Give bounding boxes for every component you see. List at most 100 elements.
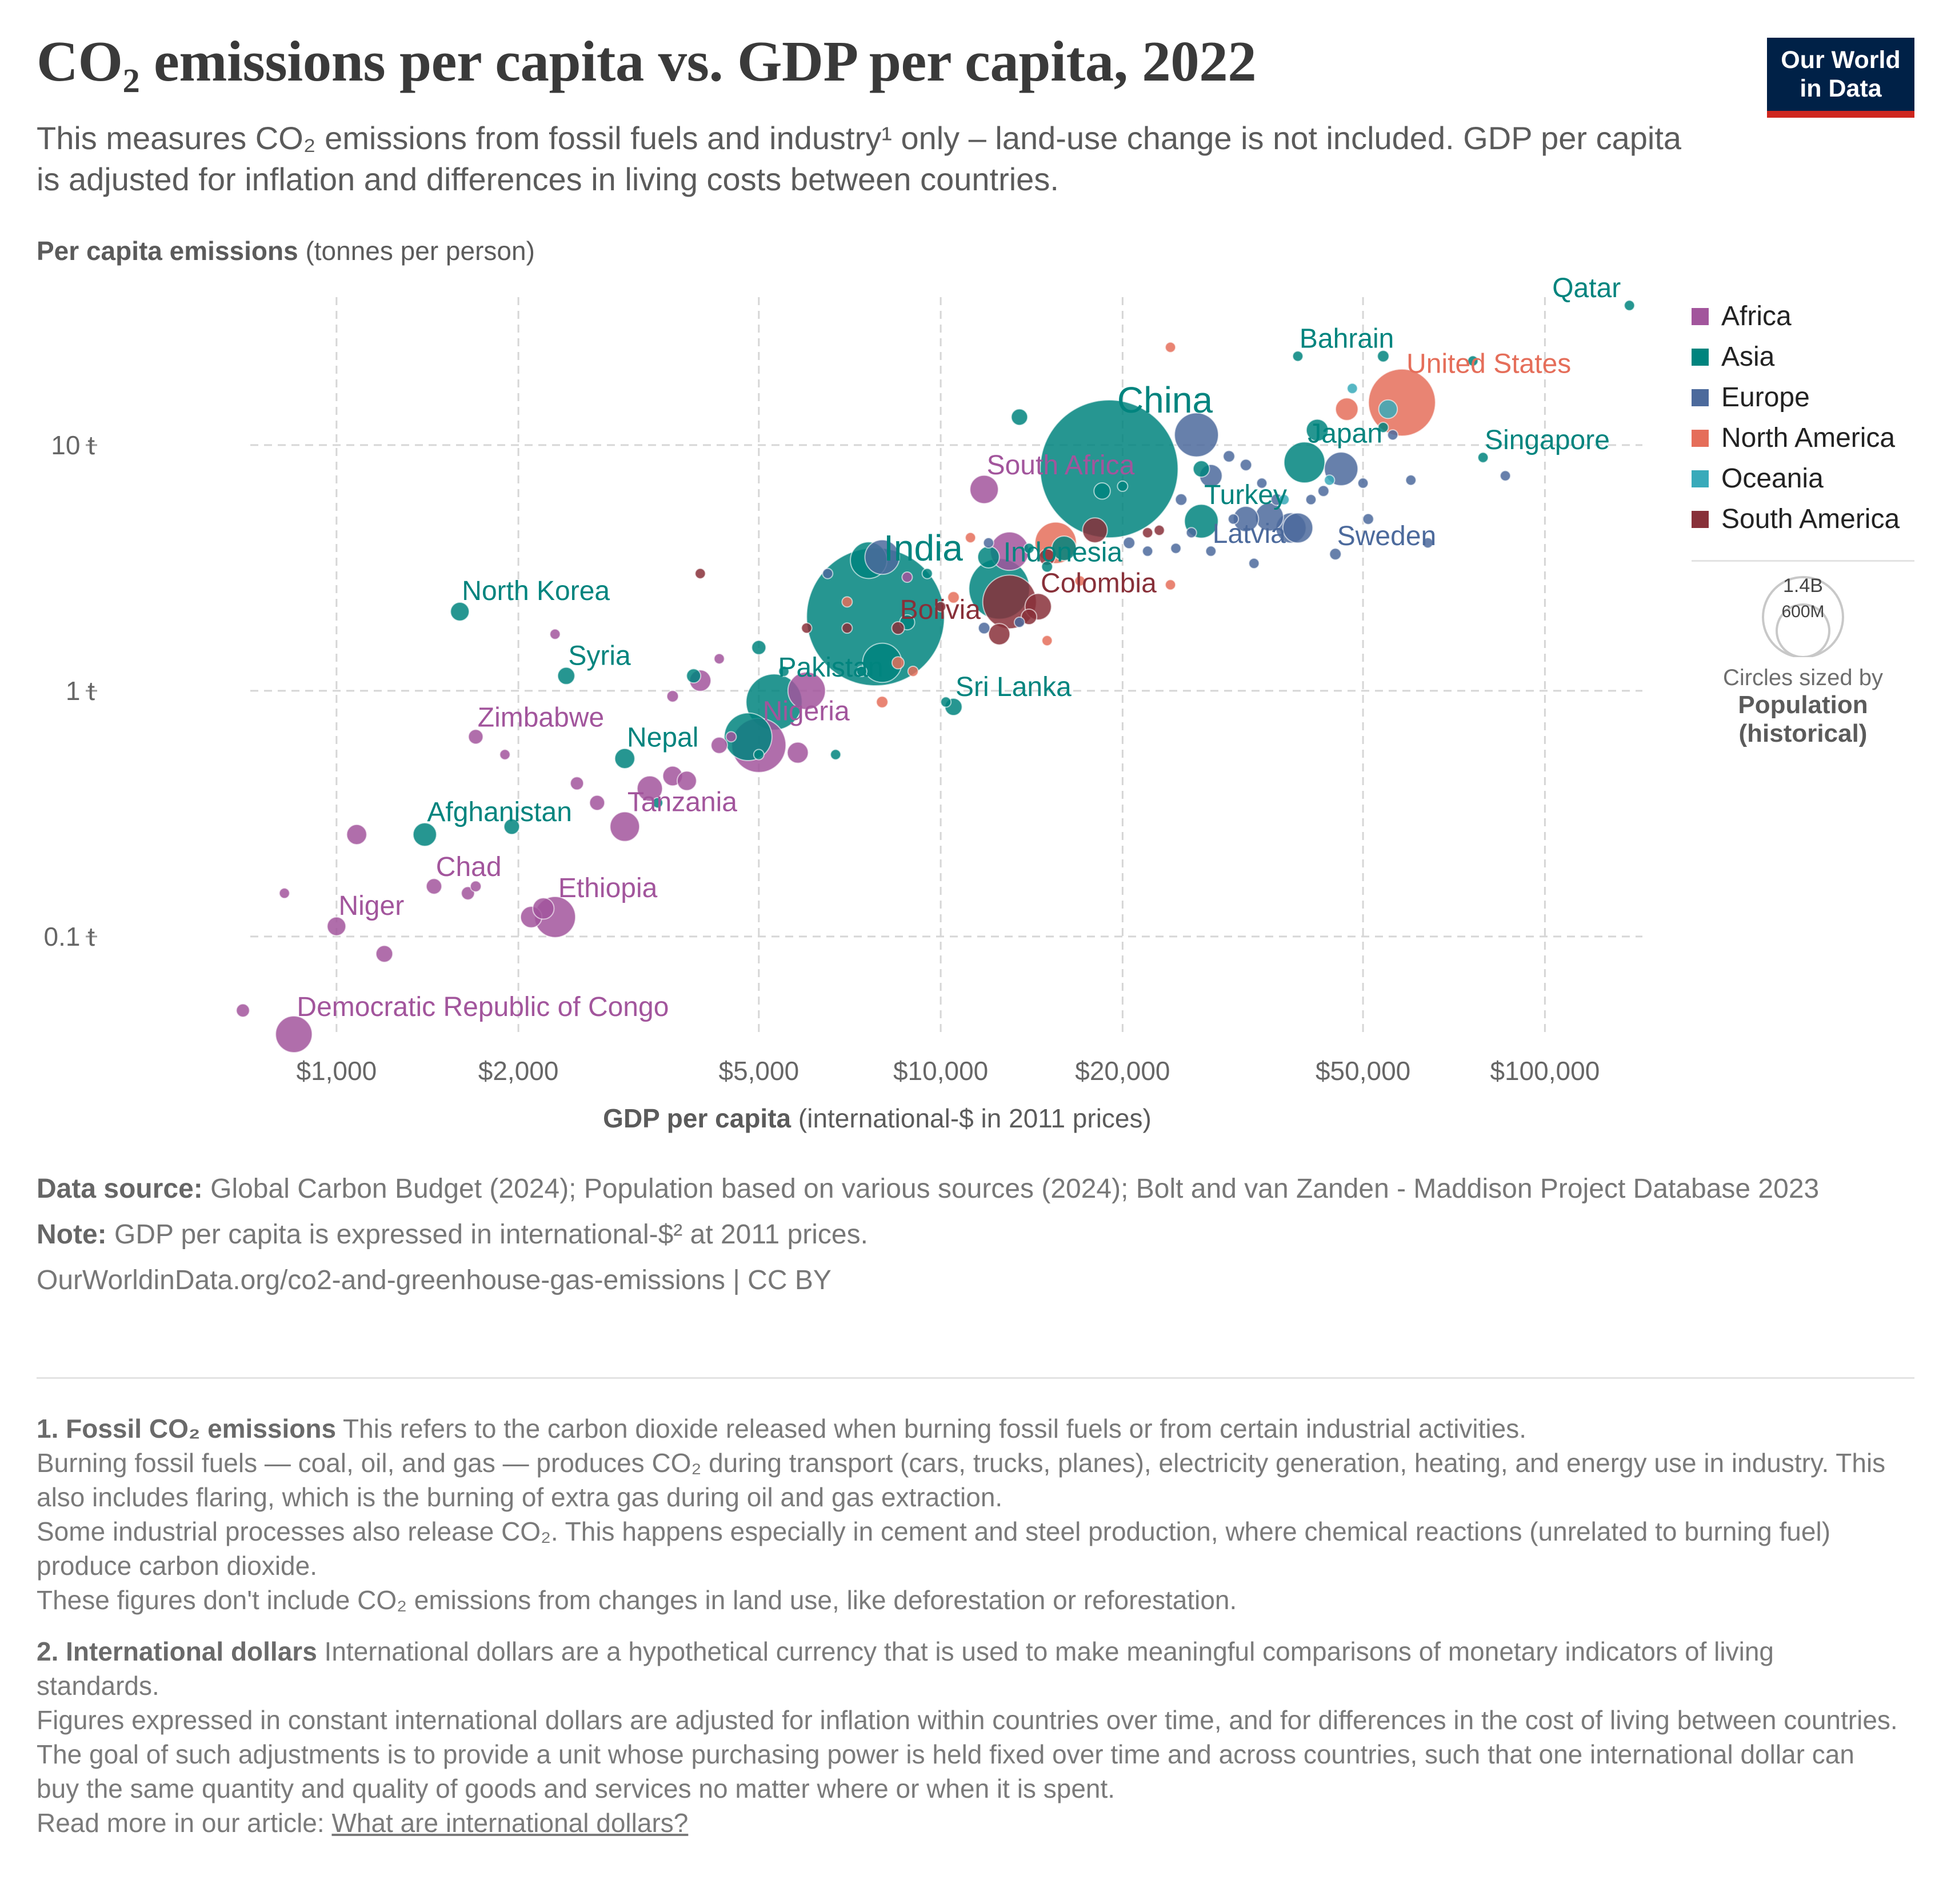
data-point[interactable]	[1346, 382, 1358, 394]
data-point[interactable]	[1324, 474, 1336, 486]
data-point[interactable]	[557, 666, 575, 685]
data-point[interactable]	[499, 749, 511, 761]
data-point[interactable]	[609, 811, 641, 842]
data-point[interactable]	[589, 794, 606, 811]
data-point[interactable]	[1292, 350, 1304, 362]
data-point[interactable]	[988, 623, 1011, 646]
data-point[interactable]	[1422, 537, 1434, 549]
data-point[interactable]	[1278, 494, 1290, 506]
legend-item[interactable]: Africa	[1692, 296, 1900, 337]
source-url[interactable]: OurWorldinData.org/co2-and-greenhouse-ga…	[37, 1265, 831, 1295]
data-point[interactable]	[713, 653, 725, 665]
legend-item[interactable]: South America	[1692, 499, 1900, 539]
data-point[interactable]	[787, 671, 826, 710]
data-point[interactable]	[1142, 527, 1154, 539]
data-point[interactable]	[1165, 579, 1177, 591]
data-point[interactable]	[1240, 458, 1253, 471]
data-point[interactable]	[1500, 470, 1512, 482]
data-point[interactable]	[786, 741, 809, 764]
data-point[interactable]	[1082, 517, 1108, 543]
data-point[interactable]	[651, 797, 663, 809]
data-point[interactable]	[346, 823, 367, 845]
data-point[interactable]	[1010, 408, 1029, 426]
data-point[interactable]	[1041, 561, 1053, 573]
data-point[interactable]	[982, 537, 994, 549]
data-point[interactable]	[710, 736, 728, 754]
data-point[interactable]	[375, 945, 394, 963]
data-point[interactable]	[425, 878, 443, 895]
data-point[interactable]	[940, 696, 952, 708]
data-point[interactable]	[725, 731, 737, 743]
data-point[interactable]	[1317, 485, 1330, 497]
data-point[interactable]	[450, 602, 470, 622]
data-point[interactable]	[891, 656, 905, 670]
data-point[interactable]	[1378, 399, 1398, 419]
legend-item[interactable]: Asia	[1692, 337, 1900, 377]
data-point[interactable]	[1256, 477, 1268, 489]
data-point[interactable]	[1205, 545, 1217, 557]
data-point[interactable]	[1074, 575, 1086, 587]
data-point[interactable]	[1334, 397, 1359, 421]
data-point[interactable]	[1362, 513, 1374, 525]
data-point[interactable]	[841, 596, 853, 608]
data-point[interactable]	[1023, 542, 1035, 554]
legend-item[interactable]: North America	[1692, 418, 1900, 458]
data-point[interactable]	[676, 770, 697, 791]
data-point[interactable]	[1467, 355, 1479, 367]
data-point[interactable]	[326, 916, 347, 937]
data-point[interactable]	[965, 531, 977, 543]
data-point[interactable]	[907, 665, 919, 677]
data-point[interactable]	[636, 775, 663, 802]
data-point[interactable]	[278, 887, 290, 899]
data-point[interactable]	[532, 897, 555, 920]
data-point[interactable]	[570, 776, 585, 791]
data-point[interactable]	[977, 621, 991, 635]
data-point[interactable]	[275, 1015, 313, 1053]
data-point[interactable]	[1228, 513, 1240, 525]
data-point[interactable]	[921, 567, 933, 579]
data-point[interactable]	[1153, 525, 1165, 537]
data-point[interactable]	[1368, 368, 1436, 437]
data-point[interactable]	[864, 539, 900, 575]
data-point[interactable]	[1377, 350, 1390, 363]
data-point[interactable]	[1624, 299, 1636, 311]
data-point[interactable]	[235, 1003, 250, 1018]
data-point[interactable]	[1013, 617, 1025, 629]
data-point[interactable]	[891, 621, 905, 635]
data-point[interactable]	[947, 591, 960, 604]
data-point[interactable]	[503, 818, 521, 835]
data-point[interactable]	[1093, 482, 1111, 500]
data-point[interactable]	[1377, 421, 1389, 433]
data-point[interactable]	[830, 749, 842, 761]
data-point[interactable]	[723, 712, 773, 762]
data-point[interactable]	[901, 571, 913, 583]
legend-item[interactable]: Europe	[1692, 377, 1900, 418]
scatter-plot[interactable]: $1,000 $2,000 $5,000 $10,000 $20,000 $50,000 $…	[0, 0, 1943, 1143]
data-point[interactable]	[1051, 535, 1077, 562]
data-point[interactable]	[801, 622, 813, 634]
legend-item[interactable]: Oceania	[1692, 458, 1900, 499]
data-point[interactable]	[1122, 536, 1136, 550]
data-point[interactable]	[778, 665, 790, 677]
international-dollars-link[interactable]: What are international dollars?	[331, 1808, 689, 1838]
data-point[interactable]	[1021, 608, 1038, 626]
data-point[interactable]	[614, 747, 635, 769]
data-point[interactable]	[412, 822, 437, 847]
data-point[interactable]	[751, 639, 767, 655]
data-point[interactable]	[1174, 493, 1188, 506]
owid-logo[interactable]: Our World in Data	[1767, 38, 1914, 118]
data-point[interactable]	[1329, 547, 1342, 561]
data-point[interactable]	[841, 622, 853, 634]
data-point[interactable]	[1357, 477, 1369, 489]
data-point[interactable]	[1305, 494, 1317, 506]
data-point[interactable]	[666, 690, 679, 703]
data-point[interactable]	[1174, 412, 1220, 458]
data-point[interactable]	[1170, 542, 1182, 554]
data-point[interactable]	[1165, 341, 1177, 353]
data-point[interactable]	[1248, 557, 1260, 569]
data-point[interactable]	[686, 668, 702, 684]
data-point[interactable]	[1477, 451, 1489, 463]
data-point[interactable]	[1283, 441, 1326, 484]
data-point[interactable]	[935, 601, 947, 613]
data-point[interactable]	[855, 665, 867, 677]
